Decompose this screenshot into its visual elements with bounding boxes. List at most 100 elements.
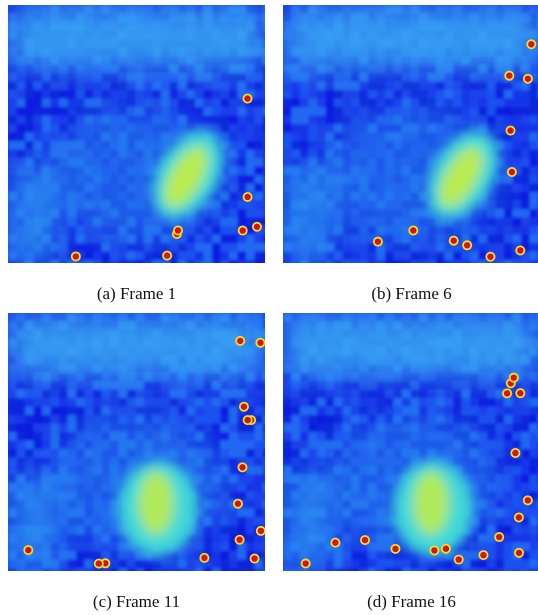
cell: [195, 381, 204, 390]
cell: [513, 107, 522, 116]
cell: [300, 141, 309, 150]
hot-spot: [375, 238, 381, 244]
cell: [25, 133, 34, 142]
cell: [470, 568, 479, 577]
cell: [428, 82, 437, 91]
cell: [419, 260, 428, 269]
cell: [283, 449, 292, 458]
cell: [411, 398, 420, 407]
cell: [496, 99, 505, 108]
cell: [221, 73, 230, 82]
cell: [470, 415, 479, 424]
cell: [521, 568, 530, 577]
cell: [42, 381, 51, 390]
cell: [8, 407, 17, 416]
hot-spot: [511, 374, 517, 380]
cell: [51, 73, 60, 82]
cell: [110, 73, 119, 82]
cell: [343, 415, 352, 424]
cell: [377, 390, 386, 399]
cell: [317, 441, 326, 450]
cell: [513, 218, 522, 227]
cell: [255, 243, 264, 252]
cell: [187, 560, 196, 569]
cell: [42, 424, 51, 433]
cell: [504, 82, 513, 91]
cell: [360, 235, 369, 244]
cell: [504, 475, 513, 484]
cell: [496, 133, 505, 142]
cell: [51, 432, 60, 441]
cell: [530, 116, 538, 125]
cell: [187, 107, 196, 116]
cell: [521, 466, 530, 475]
top-band: [8, 5, 265, 70]
cell: [187, 390, 196, 399]
cell: [229, 560, 238, 569]
cell: [521, 226, 530, 235]
cell: [17, 390, 26, 399]
cell: [246, 133, 255, 142]
cell: [255, 184, 264, 193]
cell: [221, 407, 230, 416]
cell: [530, 158, 538, 167]
cell: [504, 116, 513, 125]
cell: [513, 415, 522, 424]
cell: [59, 534, 68, 543]
cell: [255, 441, 264, 450]
cell: [530, 133, 538, 142]
cell: [229, 483, 238, 492]
cell: [343, 226, 352, 235]
cell: [25, 424, 34, 433]
cell: [521, 99, 530, 108]
cell: [428, 568, 437, 577]
hot-spot: [487, 254, 493, 260]
cell: [229, 458, 238, 467]
cell: [229, 150, 238, 159]
cell: [178, 243, 187, 252]
cell: [51, 398, 60, 407]
hot-spot: [496, 534, 502, 540]
cell: [368, 90, 377, 99]
cell: [504, 218, 513, 227]
cell: [343, 73, 352, 82]
cell: [221, 560, 230, 569]
cell: [513, 560, 522, 569]
cell: [504, 99, 513, 108]
cell: [496, 441, 505, 450]
cell: [521, 209, 530, 218]
cell: [229, 441, 238, 450]
top-band: [8, 313, 265, 378]
cell: [8, 73, 17, 82]
cell: [402, 260, 411, 269]
cell: [521, 483, 530, 492]
cell: [317, 424, 326, 433]
blob-core: [413, 471, 449, 535]
cell: [68, 243, 77, 252]
cell: [385, 73, 394, 82]
cell: [110, 551, 119, 560]
cell: [238, 243, 247, 252]
cell: [238, 432, 247, 441]
cell: [343, 99, 352, 108]
hot-spot: [507, 127, 513, 133]
cell: [504, 201, 513, 210]
cell: [51, 424, 60, 433]
cell: [530, 175, 538, 184]
cell: [530, 534, 538, 543]
cell: [76, 398, 85, 407]
cell: [187, 235, 196, 244]
cell: [283, 124, 292, 133]
cell: [212, 415, 221, 424]
cell: [187, 415, 196, 424]
cell: [229, 424, 238, 433]
cell: [59, 116, 68, 125]
cell: [102, 243, 111, 252]
cell: [411, 82, 420, 91]
hot-spot: [464, 242, 470, 248]
cell: [351, 415, 360, 424]
cell: [68, 568, 77, 577]
cell: [326, 73, 335, 82]
cell: [170, 390, 179, 399]
cell: [360, 407, 369, 416]
